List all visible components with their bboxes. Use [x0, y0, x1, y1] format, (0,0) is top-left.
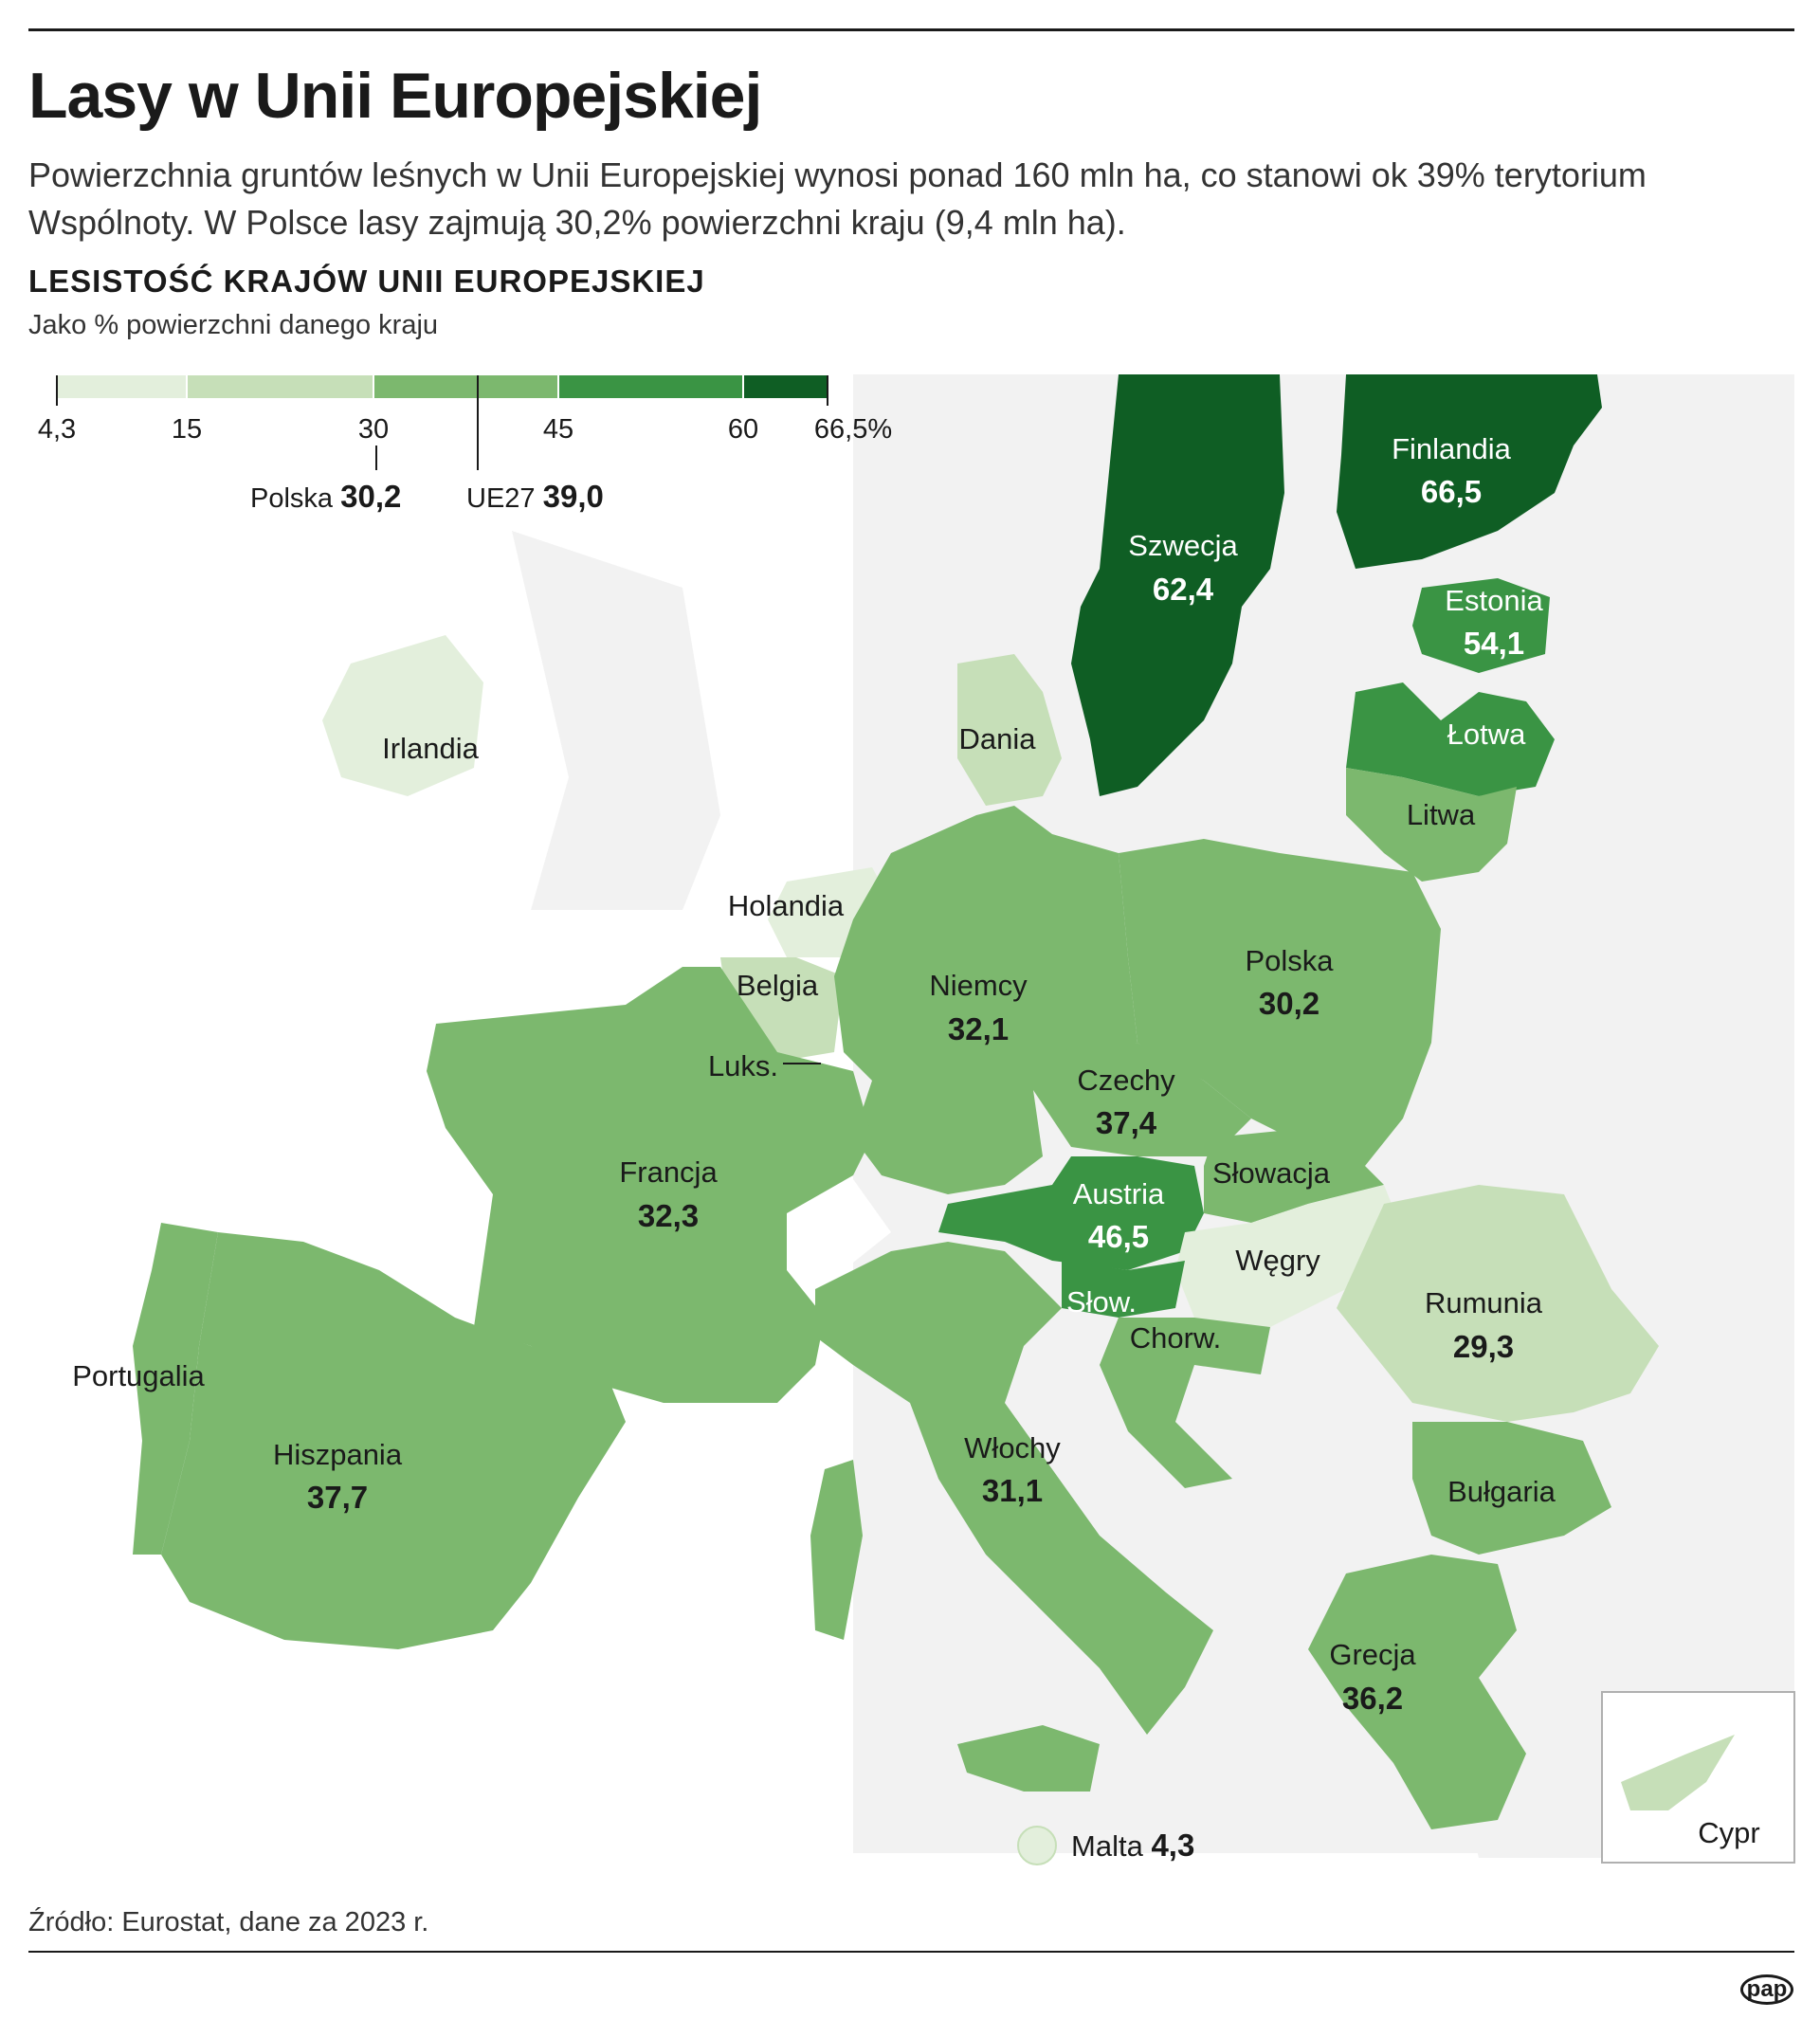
- legend-ref-ue27: UE27 39,0: [466, 479, 604, 514]
- country-name-label: Bułgaria: [1447, 1475, 1556, 1508]
- legend-bin-1: [57, 375, 187, 398]
- legend-break-label: 30: [358, 414, 389, 445]
- country-szwecja: [1071, 374, 1284, 796]
- legend-break-label: 4,3: [38, 414, 76, 445]
- legend-ref-polska: Polska 30,2: [250, 479, 401, 514]
- country-name-label: Estonia: [1445, 584, 1543, 617]
- country-name-label: Luks.: [708, 1049, 778, 1082]
- legend-bin-2: [187, 375, 373, 398]
- legend-break-label: 15: [172, 414, 202, 445]
- country-name-label: Holandia: [728, 889, 845, 922]
- country-rumunia: [1337, 1185, 1659, 1422]
- country-name-label: Litwa: [1407, 798, 1476, 831]
- legend: 4,3 15 30 45 60 66,5% Polska 30,2 UE27 3…: [38, 375, 892, 514]
- malta-marker: [1017, 1826, 1057, 1865]
- country-name-label: Finlandia: [1392, 432, 1512, 465]
- country-wlochy: [815, 1242, 1213, 1735]
- country-value-label: 30,2: [1259, 986, 1320, 1021]
- country-value-label: 62,4: [1153, 572, 1214, 607]
- legend-break-label: 66,5%: [814, 414, 892, 445]
- country-slowacja: [1204, 1128, 1384, 1223]
- country-francja: [427, 967, 872, 1403]
- country-litwa: [1346, 768, 1517, 882]
- page-title: Lasy w Unii Europejskiej: [28, 60, 762, 132]
- country-name-label: Łotwa: [1447, 718, 1526, 751]
- country-name-label: Słowacja: [1212, 1156, 1331, 1190]
- intro-text: Powierzchnia gruntów leśnych w Unii Euro…: [28, 155, 1647, 242]
- malta-label: Malta 4,3: [1071, 1828, 1194, 1863]
- country-name-label: Rumunia: [1425, 1286, 1543, 1319]
- country-value-label: 46,5: [1088, 1219, 1149, 1254]
- country-value-label: 37,7: [307, 1480, 368, 1515]
- country-value-label: 29,3: [1453, 1329, 1514, 1364]
- country-name-label: Niemcy: [929, 969, 1028, 1002]
- country-name-label: Grecja: [1329, 1638, 1416, 1671]
- bottom-rule: [28, 1951, 1794, 1953]
- country-value-label: 54,1: [1464, 626, 1524, 661]
- country-name-label: Czechy: [1077, 1064, 1175, 1097]
- country-name-label: Słow.: [1066, 1285, 1137, 1319]
- country-labels: Finlandia 66,5 Szwecja 62,4 Estonia 54,1…: [72, 432, 1760, 1863]
- country-name-label: Szwecja: [1128, 529, 1238, 562]
- country-finlandia: [1337, 374, 1602, 569]
- country-sardynia: [810, 1460, 863, 1640]
- country-dania: [957, 654, 1062, 806]
- source-note: Źródło: Eurostat, dane za 2023 r.: [28, 1907, 429, 1937]
- country-irlandia: [322, 635, 483, 796]
- country-hiszpania: [161, 1232, 626, 1649]
- country-name-label: Irlandia: [382, 732, 479, 765]
- country-name-label: Hiszpania: [273, 1438, 403, 1471]
- country-value-label: 36,2: [1342, 1681, 1403, 1716]
- legend-bin-4: [558, 375, 743, 398]
- unit-note: Jako % powierzchni danego kraju: [28, 310, 439, 340]
- country-polska: [1119, 839, 1441, 1166]
- legend-break-label: 60: [728, 414, 758, 445]
- legend-bin-3: [373, 375, 558, 398]
- country-niemcy: [834, 806, 1138, 1194]
- country-name-label: Francja: [619, 1155, 718, 1189]
- country-estonia: [1412, 578, 1550, 673]
- country-name-label: Polska: [1245, 944, 1334, 977]
- country-value-label: 32,3: [638, 1198, 699, 1233]
- country-name-label: Portugalia: [72, 1359, 205, 1392]
- map-subheading: LESISTOŚĆ KRAJÓW UNII EUROPEJSKIEJ: [28, 264, 705, 299]
- country-name-label: Belgia: [737, 969, 819, 1002]
- country-value-label: 32,1: [948, 1011, 1009, 1046]
- country-value-label: 66,5: [1421, 474, 1482, 509]
- country-chorwacja: [1100, 1318, 1270, 1488]
- pap-logo: pap: [1740, 1974, 1793, 2005]
- country-name-label: Włochy: [964, 1431, 1061, 1464]
- country-name-label: Dania: [959, 722, 1037, 755]
- country-czechy: [1033, 1043, 1251, 1156]
- country-name-label: Węgry: [1235, 1244, 1320, 1277]
- country-name-label: Austria: [1073, 1177, 1165, 1210]
- country-shapes: [133, 374, 1735, 1865]
- country-value-label: 31,1: [982, 1473, 1043, 1508]
- country-name-label: Cypr: [1698, 1816, 1759, 1849]
- country-sycylia: [957, 1725, 1100, 1792]
- legend-break-label: 45: [543, 414, 573, 445]
- country-portugalia: [133, 1223, 218, 1555]
- country-cypr: [1621, 1735, 1735, 1810]
- country-bulgaria: [1412, 1422, 1611, 1555]
- country-slowenia: [1062, 1261, 1185, 1318]
- country-value-label: 37,4: [1096, 1105, 1157, 1140]
- legend-bin-5: [743, 375, 828, 398]
- uk-landmass: [512, 531, 720, 910]
- top-rule: [28, 28, 1794, 31]
- country-name-label: Chorw.: [1130, 1321, 1221, 1355]
- country-wegry: [1175, 1185, 1403, 1327]
- country-austria: [938, 1156, 1204, 1270]
- country-grecja: [1308, 1555, 1526, 1829]
- country-lotwa: [1346, 682, 1555, 796]
